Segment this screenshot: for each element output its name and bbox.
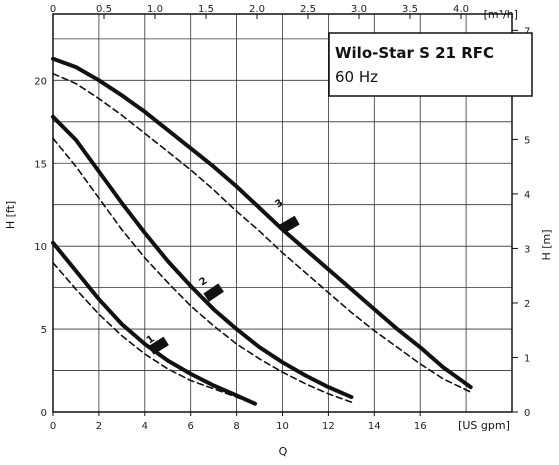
x-top-tick-label: 1.5: [198, 4, 214, 15]
speed-marker-shape: [279, 215, 300, 234]
y-left-tick-label: 10: [34, 242, 47, 253]
dashed-curve-3: [52, 72, 472, 393]
dashed-curve-2: [52, 137, 353, 403]
x-top-tick-label: 0: [50, 4, 56, 15]
x-axis-label: Q: [279, 445, 288, 458]
speed-marker-3: [279, 215, 300, 234]
x-top-tick-label: 1.0: [147, 4, 163, 15]
x-tick-label: 16: [414, 421, 427, 432]
x-tick-label: 0: [50, 421, 56, 432]
x-tick-label: 14: [368, 421, 381, 432]
speed-marker-shape: [203, 283, 224, 302]
x-top-tick-label: 2.0: [249, 4, 265, 15]
y-right-tick-label: 7: [524, 26, 530, 37]
dashed-curve-1: [52, 262, 254, 405]
y-right-tick-label: 0: [524, 408, 530, 419]
speed-markers: 123: [145, 197, 300, 355]
curves: [51, 56, 473, 406]
y-left-tick-label: 0: [41, 408, 47, 419]
y-right-label: H [m]: [540, 229, 553, 260]
solid-curve-2: [51, 114, 354, 400]
x-top-tick-label: 4.0: [453, 4, 469, 15]
y-left-label: H [ft]: [4, 201, 17, 229]
solid-curve-3: [51, 56, 473, 390]
x-unit-label: [US gpm]: [458, 419, 510, 432]
chart-subtitle: 60 Hz: [335, 68, 378, 86]
speed-marker-shape: [148, 336, 169, 355]
y-left-tick-label: 5: [41, 325, 47, 336]
x-tick-label: 4: [142, 421, 148, 432]
y-right-tick-label: 4: [524, 190, 530, 201]
x-tick-label: 12: [322, 421, 335, 432]
y-right-tick-label: 3: [524, 244, 530, 255]
y-right-tick-label: 1: [524, 353, 530, 364]
x-top-tick-label: 3.5: [402, 4, 418, 15]
x-tick-label: 2: [96, 421, 102, 432]
curve-label-2: 2: [198, 275, 210, 288]
speed-marker-2: [203, 283, 224, 302]
x-top-tick-label: 2.5: [300, 4, 316, 15]
chart-title: Wilo-Star S 21 RFC: [335, 44, 494, 62]
x-top-unit-label: [m³/h]: [484, 8, 518, 21]
x-top-tick-label: 0.5: [96, 4, 112, 15]
x-tick-label: 6: [188, 421, 194, 432]
y-right-tick-label: 5: [524, 135, 530, 146]
speed-marker-1: [148, 336, 169, 355]
y-left-tick-label: 15: [34, 159, 47, 170]
y-right-tick-label: 2: [524, 299, 530, 310]
x-top-tick-label: 3.0: [351, 4, 367, 15]
curve-label-3: 3: [273, 197, 285, 210]
title-box: Wilo-Star S 21 RFC 60 Hz: [328, 32, 533, 97]
x-tick-label: 8: [233, 421, 239, 432]
y-left-tick-label: 20: [34, 76, 47, 87]
x-tick-label: 10: [276, 421, 289, 432]
